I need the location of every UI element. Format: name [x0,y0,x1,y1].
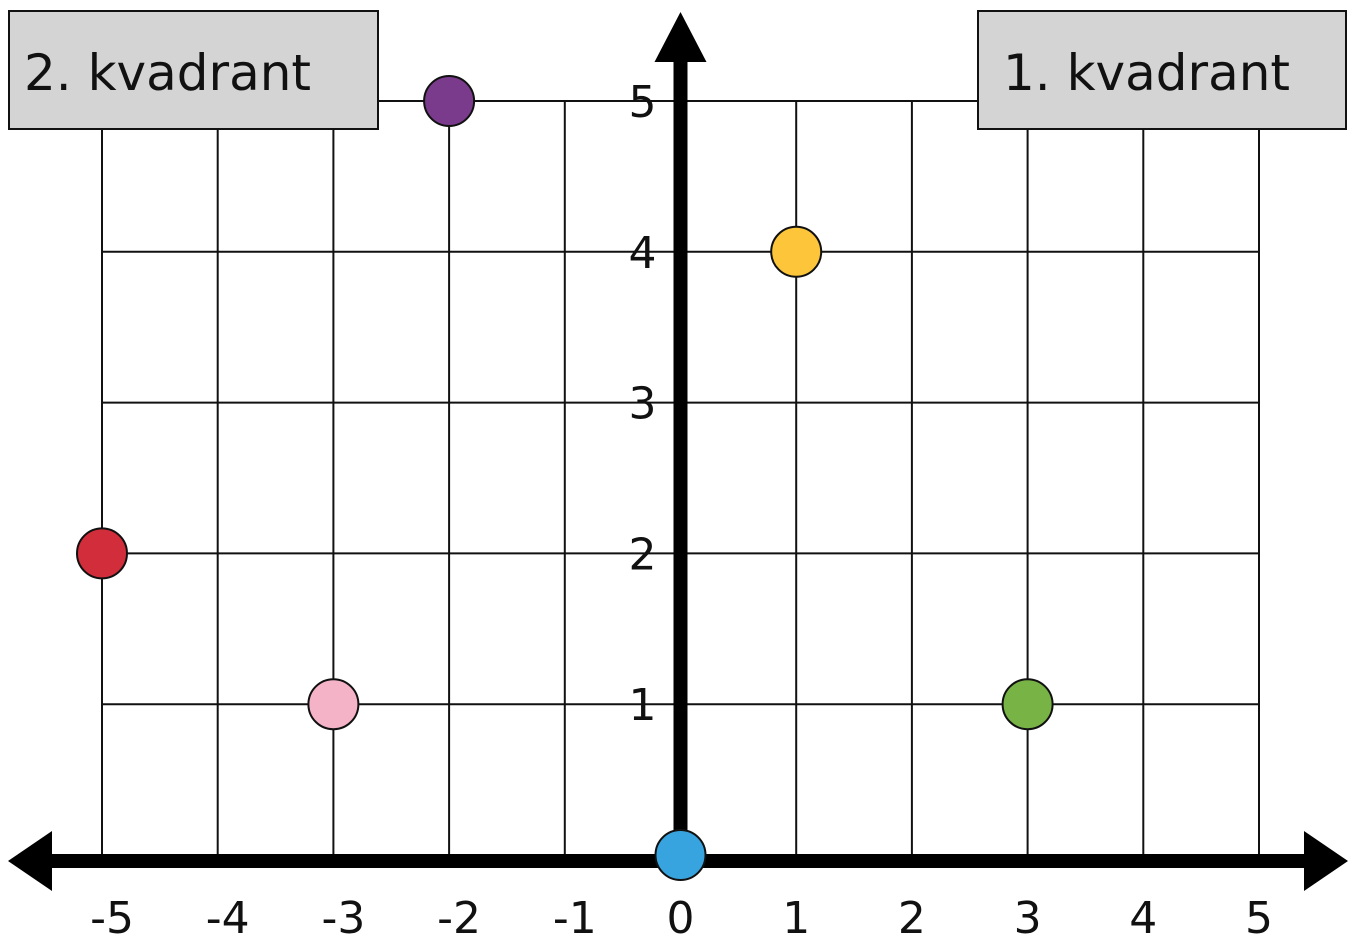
x-axis-right-arrow-icon [1304,831,1348,891]
quadrant-1-label-background [977,10,1347,130]
quadrant-1-label: 1. kvadrant [1003,44,1290,102]
x-axis-left-arrow-icon [8,831,52,891]
x-tick-label: 2 [898,893,926,942]
y-tick-label: 3 [629,379,657,430]
data-point [770,225,823,278]
x-tick-label: -2 [437,893,481,942]
data-point [423,75,476,127]
x-tick-label: 1 [782,893,810,942]
x-tick-label: -1 [553,893,597,942]
y-tick-label: 4 [629,228,657,279]
data-points [76,75,1054,881]
y-tick-label: 1 [629,680,657,731]
x-tick-label: -3 [321,893,365,942]
quadrant-2-label-background [8,10,379,130]
data-point [654,829,707,881]
y-tick-labels: 1 2 3 4 5 [629,77,657,731]
y-tick-label: 5 [629,77,657,128]
x-tick-label: -5 [90,893,134,942]
data-point [76,527,128,580]
x-tick-label: 4 [1129,893,1157,942]
x-tick-label: 3 [1014,893,1042,942]
data-point [307,678,360,731]
x-tick-label: 0 [667,893,695,942]
x-tick-label: 5 [1245,893,1273,942]
quadrant-2-label: 2. kvadrant [24,44,311,102]
quadrant-2-label-box: 2. kvadrant [8,10,379,130]
y-tick-label: 2 [629,529,657,580]
quadrant-1-label-box: 1. kvadrant [977,10,1347,130]
x-tick-label: -4 [206,893,250,942]
y-axis-up-arrow-icon [654,12,707,62]
axes [8,12,1348,891]
x-tick-labels: -5 -4 -3 -2 -1 0 1 2 3 4 5 [90,893,1273,942]
data-point [1001,678,1054,731]
